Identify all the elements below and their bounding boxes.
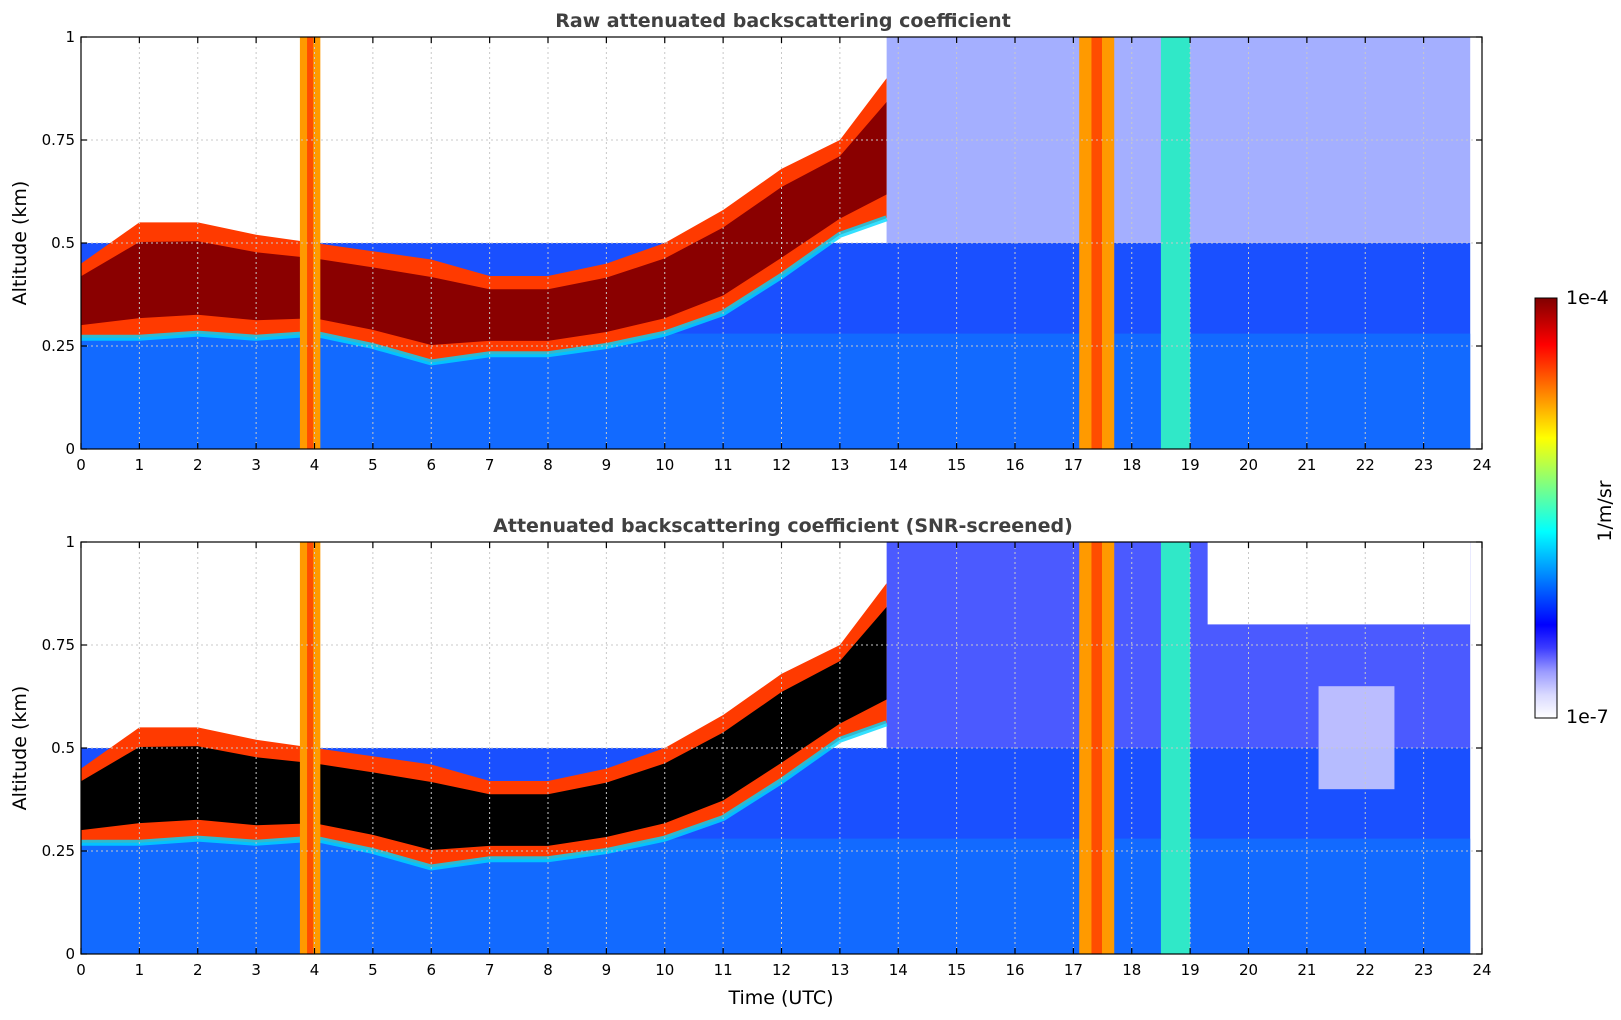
x-tick-label: 10 [655,456,674,474]
x-tick-label: 3 [251,456,261,474]
precipitation-core [307,542,314,954]
x-tick-label: 5 [368,456,378,474]
x-tick-label: 19 [1181,456,1200,474]
y-tick-label: 0.5 [51,739,75,757]
x-tick-label: 20 [1239,456,1258,474]
screened-out [1207,542,1471,625]
x-tick-label: 16 [1005,456,1024,474]
x-tick-label: 1 [135,961,145,979]
x-tick-label: 5 [368,961,378,979]
x-axis-label: Time (UTC) [727,987,833,1009]
x-tick-label: 23 [1414,456,1433,474]
precipitation-band [1160,542,1191,954]
x-tick-label: 16 [1005,961,1024,979]
y-axis-label: Altitude (km) [9,686,31,811]
x-tick-label: 13 [830,961,849,979]
x-tick-label: 13 [830,456,849,474]
x-tick-label: 9 [602,961,612,979]
x-tick-label: 18 [1122,456,1141,474]
x-tick-label: 22 [1356,961,1375,979]
grid-lines [81,37,1482,449]
grid-lines [81,542,1482,954]
x-tick-label: 8 [543,961,553,979]
x-tick-label: 3 [251,961,261,979]
x-tick-label: 19 [1181,961,1200,979]
y-axis-ticks: 0 0.25 0.5 0.75 1 [42,28,1482,458]
x-tick-label: 2 [193,961,203,979]
cloud-base-transition [81,215,888,366]
colorbar-unit-label: 1/m/sr [1594,480,1616,541]
cloud-layer-core [81,607,887,850]
x-tick-label: 11 [714,961,733,979]
x-tick-label: 9 [602,456,612,474]
x-tick-label: 7 [485,961,495,979]
x-tick-label: 0 [76,456,86,474]
y-tick-label: 0.25 [42,842,75,860]
colorbar-max-label: 1e-4 [1566,287,1609,309]
x-tick-label: 4 [310,456,320,474]
x-tick-label: 24 [1472,456,1491,474]
x-tick-label: 11 [714,456,733,474]
x-tick-label: 8 [543,456,553,474]
y-tick-label: 0.75 [42,131,75,149]
x-tick-label: 6 [426,456,436,474]
x-tick-label: 15 [947,456,966,474]
x-tick-label: 22 [1356,456,1375,474]
x-tick-label: 10 [655,961,674,979]
y-tick-label: 0 [65,945,75,963]
colorbar-min-label: 1e-7 [1566,706,1609,728]
y-tick-label: 0.25 [42,337,75,355]
x-tick-label: 12 [772,961,791,979]
x-tick-label: 2 [193,456,203,474]
precipitation-band [1160,37,1191,449]
y-tick-label: 1 [65,28,75,46]
x-tick-label: 4 [310,961,320,979]
x-axis-ticks: 0 1 2 3 4 5 6 7 8 9 10 11 12 13 14 15 16 17 18 19 20 21 22 23 24 [76,37,1492,474]
x-tick-label: 21 [1297,456,1316,474]
y-axis-ticks: 0 0.25 0.5 0.75 1 [42,533,1482,963]
chart-title: Raw attenuated backscattering coefficien… [555,10,1011,32]
snr-screened-panel: Attenuated backscattering coefficient (S… [9,515,1492,1009]
x-tick-label: 14 [889,961,908,979]
x-axis-ticks: 0 1 2 3 4 5 6 7 8 9 10 11 12 13 14 15 16 17 18 19 20 21 22 23 24 [76,542,1492,979]
x-tick-label: 24 [1472,961,1491,979]
cloud-layer-core [81,102,887,345]
x-tick-label: 23 [1414,961,1433,979]
y-tick-label: 1 [65,533,75,551]
raw-backscatter-panel: Raw attenuated backscattering coefficien… [9,10,1492,474]
y-tick-label: 0 [65,440,75,458]
colorbar-bar [1534,297,1558,719]
chart-title: Attenuated backscattering coefficient (S… [493,515,1073,537]
cloud-base-transition [81,720,888,871]
x-tick-label: 20 [1239,961,1258,979]
x-tick-label: 17 [1064,456,1083,474]
x-tick-label: 17 [1064,961,1083,979]
heatmap-area [81,37,1471,449]
y-tick-label: 0.75 [42,636,75,654]
lower-layer [81,838,1471,954]
x-tick-label: 12 [772,456,791,474]
x-tick-label: 21 [1297,961,1316,979]
y-axis-label: Altitude (km) [9,181,31,306]
x-tick-label: 0 [76,961,86,979]
heatmap-area [81,542,1471,954]
precipitation-core [307,37,314,449]
low-signal-region [1318,686,1395,790]
x-tick-label: 18 [1122,961,1141,979]
x-tick-label: 6 [426,961,436,979]
colorbar: 1e-4 1e-7 1/m/sr [1534,287,1616,728]
y-tick-label: 0.5 [51,234,75,252]
x-tick-label: 14 [889,456,908,474]
x-tick-label: 1 [135,456,145,474]
x-tick-label: 7 [485,456,495,474]
x-tick-label: 15 [947,961,966,979]
lower-layer [81,333,1471,449]
